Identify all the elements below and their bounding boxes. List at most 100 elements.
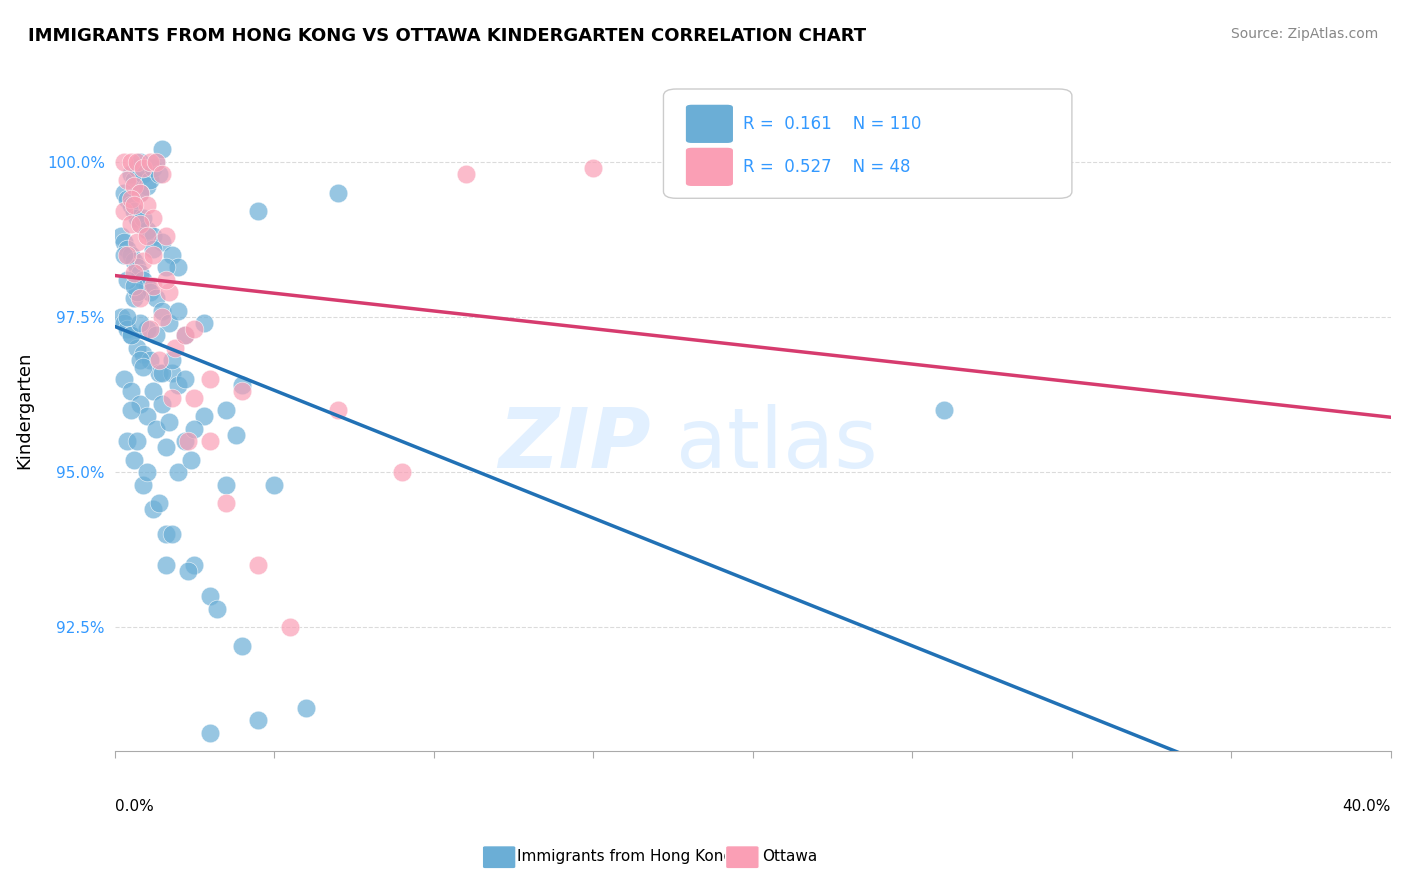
Point (125, 235, 148, 250)
Point (155, 440, 177, 454)
Point (177, 434, 200, 448)
Point (122, 173, 145, 187)
Point (112, 204, 135, 219)
Point (125, 161, 148, 175)
Point (142, 229, 165, 244)
Point (129, 217, 152, 231)
Point (173, 434, 195, 448)
Point (142, 242, 165, 256)
Point (145, 422, 167, 436)
Point (247, 204, 270, 219)
Point (183, 391, 205, 405)
Point (231, 378, 253, 392)
Point (326, 403, 349, 417)
Point (135, 465, 157, 479)
Point (120, 192, 142, 206)
Point (129, 353, 152, 368)
FancyBboxPatch shape (685, 104, 734, 144)
Point (155, 558, 177, 573)
Point (138, 154, 160, 169)
Y-axis label: Kindergarten: Kindergarten (15, 351, 32, 468)
Point (167, 378, 190, 392)
Point (582, 161, 605, 175)
Point (145, 154, 167, 169)
Point (122, 204, 145, 219)
Point (135, 322, 157, 336)
Point (142, 248, 165, 262)
Point (117, 248, 139, 262)
Point (135, 223, 157, 237)
Point (120, 403, 142, 417)
Point (132, 477, 155, 491)
Point (173, 328, 195, 343)
Point (160, 391, 183, 405)
Text: 40.0%: 40.0% (1343, 799, 1391, 814)
Point (391, 465, 413, 479)
Point (155, 272, 177, 286)
Point (129, 291, 152, 305)
Point (183, 558, 205, 573)
Point (110, 229, 132, 244)
Point (278, 620, 301, 634)
Point (135, 179, 157, 194)
Point (122, 179, 145, 194)
Point (132, 211, 155, 225)
Point (215, 496, 238, 510)
Point (129, 267, 152, 281)
Point (120, 198, 142, 212)
Point (122, 198, 145, 212)
Point (157, 416, 180, 430)
Point (132, 167, 155, 181)
Point (129, 316, 152, 330)
Point (120, 217, 142, 231)
Text: Immigrants from Hong Kong: Immigrants from Hong Kong (517, 849, 734, 863)
Point (129, 154, 152, 169)
Point (120, 248, 142, 262)
Point (117, 173, 139, 187)
Point (454, 167, 477, 181)
Point (129, 186, 152, 200)
Point (160, 353, 183, 368)
Point (120, 154, 142, 169)
Point (200, 372, 222, 386)
Point (132, 347, 155, 361)
Point (125, 341, 148, 355)
Text: atlas: atlas (676, 404, 877, 484)
Point (135, 278, 157, 293)
Point (135, 409, 157, 424)
Point (183, 322, 205, 336)
Point (145, 291, 167, 305)
Point (117, 310, 139, 324)
Point (934, 403, 956, 417)
Text: R =  0.527    N = 48: R = 0.527 N = 48 (742, 158, 910, 176)
Point (112, 248, 135, 262)
Point (132, 272, 155, 286)
Point (165, 341, 187, 355)
Point (173, 372, 195, 386)
Point (167, 260, 190, 275)
Point (117, 434, 139, 448)
Point (148, 167, 170, 181)
Point (112, 235, 135, 250)
Point (160, 248, 183, 262)
Point (135, 229, 157, 244)
Point (120, 167, 142, 181)
Point (295, 701, 318, 715)
Point (193, 409, 215, 424)
Point (132, 359, 155, 374)
Point (205, 601, 228, 615)
Text: ZIP: ZIP (498, 404, 651, 484)
Point (177, 565, 200, 579)
Point (215, 477, 238, 491)
Point (200, 589, 222, 603)
Point (180, 452, 202, 467)
Point (145, 328, 167, 343)
Point (138, 322, 160, 336)
Text: IMMIGRANTS FROM HONG KONG VS OTTAWA KINDERGARTEN CORRELATION CHART: IMMIGRANTS FROM HONG KONG VS OTTAWA KIND… (28, 27, 866, 45)
Point (122, 452, 145, 467)
Point (152, 366, 174, 380)
Point (112, 316, 135, 330)
Point (132, 254, 155, 268)
Point (120, 328, 142, 343)
Point (160, 366, 183, 380)
